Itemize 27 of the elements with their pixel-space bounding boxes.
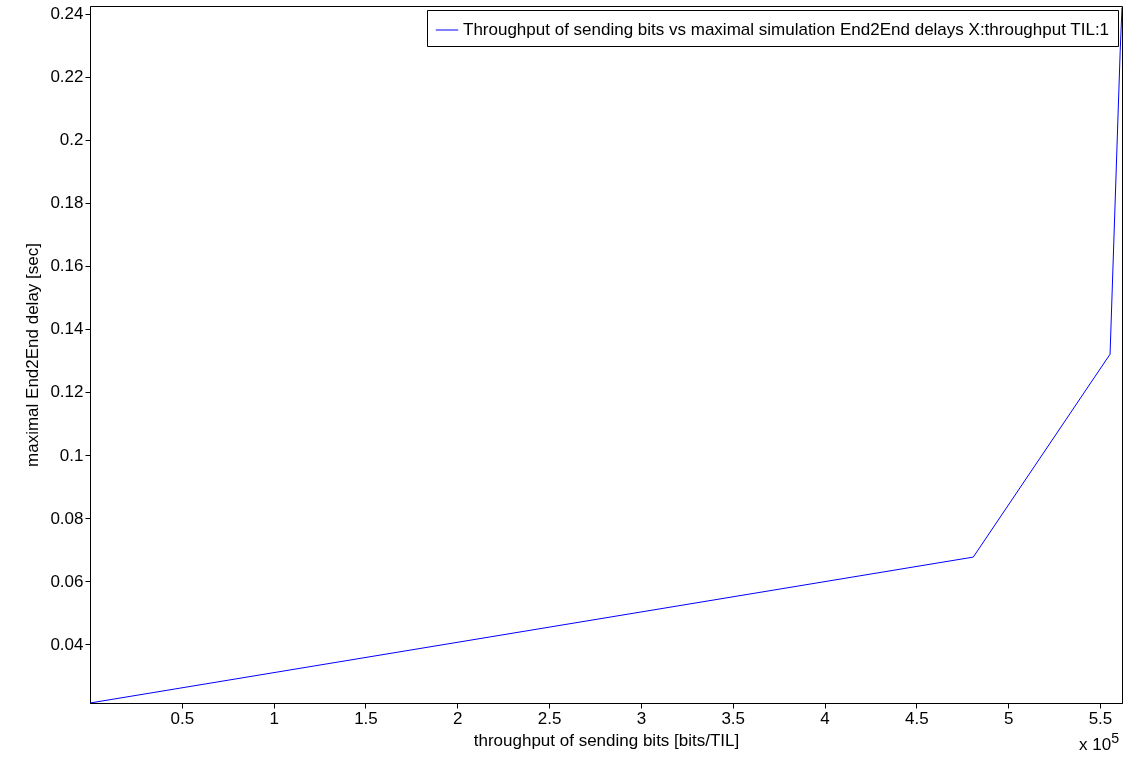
x-tick-label: 3 [636, 708, 647, 728]
x-tick-label: 0.5 [170, 708, 195, 728]
y-tick-label: 0.1 [59, 445, 84, 465]
y-tick-label: 0.14 [50, 319, 84, 339]
y-tick-label: 0.04 [50, 634, 84, 654]
x-axis-title: throughput of sending bits [bits/TIL] [473, 730, 740, 750]
y-tick-label: 0.2 [59, 130, 84, 150]
y-tick-label: 0.22 [50, 67, 84, 87]
y-tick-label: 0.06 [50, 571, 84, 591]
x-tick-label: 1.5 [354, 708, 378, 728]
y-tick-label: 0.08 [50, 508, 84, 528]
line-series [90, 7, 1122, 703]
y-axis-title: maximal End2End delay [sec] [23, 243, 43, 467]
y-tick-label: 0.12 [50, 382, 84, 402]
y-tick-label: 0.18 [50, 193, 84, 213]
x-tick-label: 1 [269, 708, 279, 728]
x-tick-label: 4 [820, 708, 830, 728]
x-tick-label: 2.5 [537, 708, 562, 728]
x-tick-label: 3.5 [721, 708, 746, 728]
x-tick-label: 5.5 [1088, 708, 1113, 728]
x-tick-label: 5 [1003, 708, 1014, 728]
x-tick-label: 2 [453, 708, 463, 728]
y-tick-label: 0.24 [50, 4, 84, 24]
text: x 10$^{5}$ [1078, 730, 1119, 755]
legend-label: Throughput of sending bits vs maximal simulation End2End delays X:throughput TIL:1 [463, 20, 1110, 39]
y-tick-label: 0.16 [50, 256, 84, 276]
x-tick-label: 4.5 [905, 708, 929, 728]
